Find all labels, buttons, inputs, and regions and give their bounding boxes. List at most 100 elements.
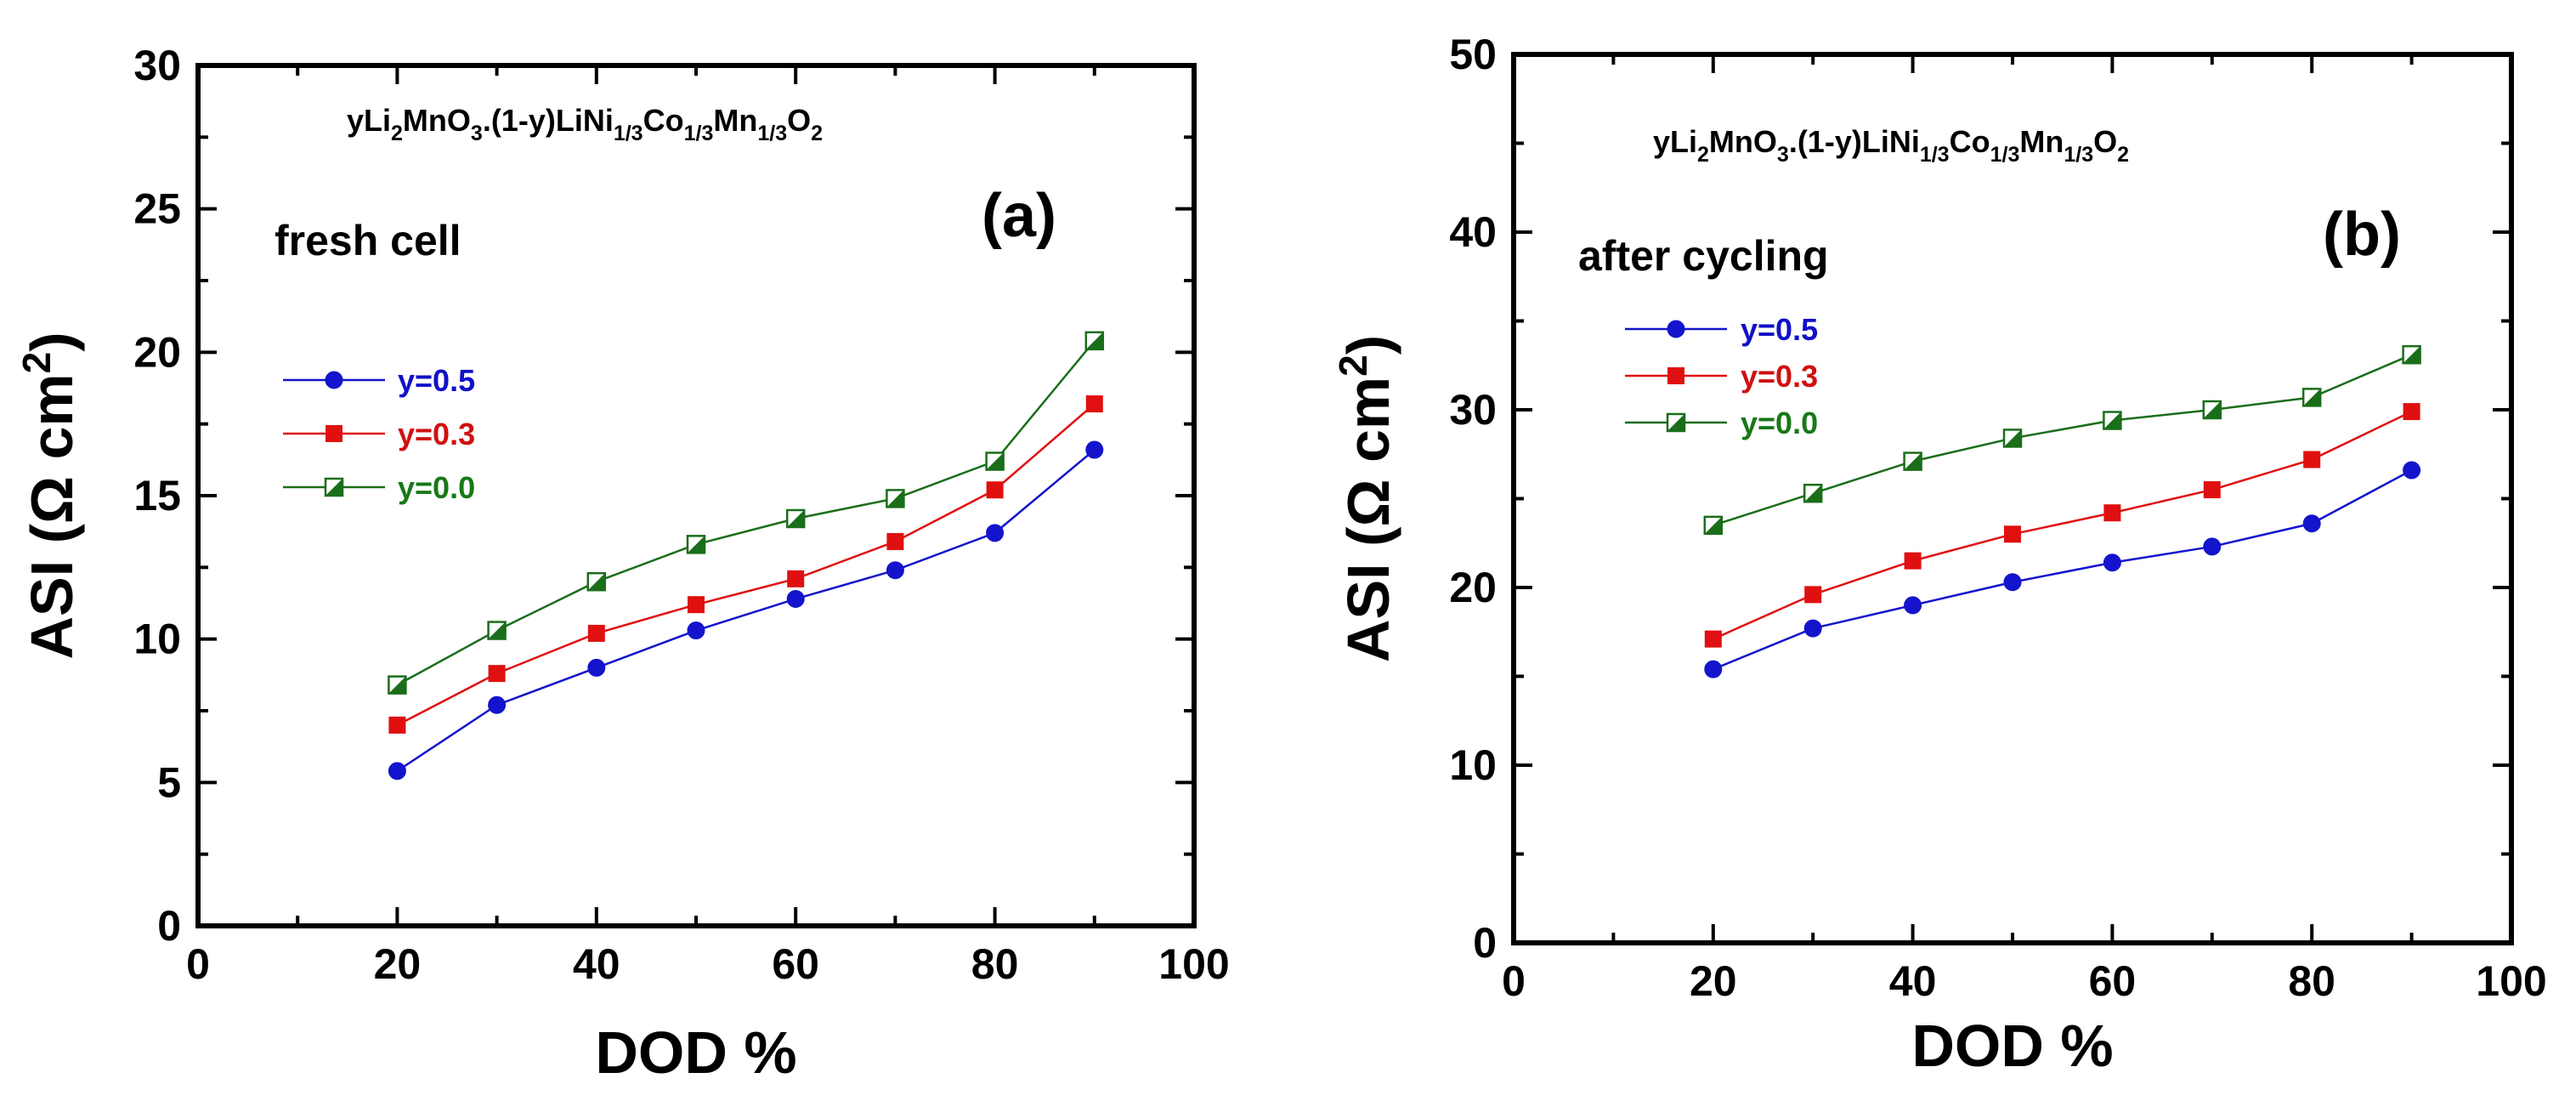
panel-a-series-y00-point-outline	[785, 508, 806, 529]
panel-b-y-tick-label: 40	[1449, 208, 1497, 256]
panel-a-annotation: fresh cell	[275, 217, 461, 264]
panel-a-series-y03-point	[488, 665, 506, 683]
panel-b-series-y05-point	[2003, 573, 2022, 592]
panel-b: 0 20 40 60 80 100 0 10 20 30 40 50 DOD % ASI (Ω cm2) y…	[1331, 31, 2547, 1079]
panel-b-y-tick-label: 30	[1449, 386, 1497, 434]
panel-b-series-y00-point	[2301, 388, 2322, 407]
panel-b-series-y00-point-outline	[1903, 451, 1922, 471]
panel-b-legend-item: y=0.0	[1625, 406, 1818, 440]
panel-b-legend-label: y=0.5	[1741, 312, 1818, 347]
panel-b-x-tick-label: 20	[1690, 957, 1737, 1005]
panel-b-series-y03-point	[1804, 586, 1822, 604]
panel-a-series-y03-point	[587, 624, 605, 642]
panel-b-panel-label: (b)	[2323, 201, 2401, 269]
panel-b-series-y03-point	[2004, 525, 2021, 543]
panel-b-x-tick-label: 0	[1502, 957, 1526, 1005]
panel-b-series-y05-point	[1704, 660, 1723, 678]
panel-b-y-tick-label: 10	[1449, 741, 1497, 789]
panel-a-series-y05-point	[1085, 440, 1104, 459]
panel-a-series-y00-point-fill	[787, 509, 805, 527]
panel-a-x-axis-title: DOD %	[595, 1019, 796, 1086]
panel-a-legend-label: y=0.5	[398, 363, 475, 398]
panel-b-series-y05-point	[2403, 461, 2421, 480]
panel-b-series-y05-point	[2203, 537, 2222, 556]
panel-a-series-y00-point	[886, 489, 905, 508]
panel-a-series-y03-point	[388, 716, 406, 734]
panel-a-legend-item: y=0.0	[283, 470, 475, 505]
panel-a-legend-marker	[325, 371, 343, 389]
panel-a-legend-marker-fill	[326, 479, 343, 496]
panel-b-series-y00-point	[2002, 428, 2023, 448]
panel-a-legend-item: y=0.5	[283, 363, 475, 398]
panel-a-y-tick-label: 10	[133, 616, 181, 663]
panel-a-series-y03-point	[986, 481, 1004, 499]
panel-b-x-tick-label: 60	[2089, 957, 2137, 1005]
panel-b-series-y03-point	[2303, 451, 2321, 468]
panel-b-series-y03-point	[2203, 481, 2221, 499]
panel-b-series-y03-point	[2403, 403, 2420, 421]
panel-b-series-y00-point-fill	[2403, 346, 2420, 364]
panel-a-y-tick-label: 20	[133, 328, 181, 376]
panel-a-y-tick-label: 5	[157, 758, 181, 806]
panel-b-y-tick-label: 50	[1449, 31, 1497, 78]
panel-a: 0 20 40 60 80 100 0 5 10 15 20 25 30 DOD % ASI (Ω cm2)…	[14, 42, 1230, 1086]
panel-a-series-y05-point	[886, 561, 904, 580]
panel-b-series-y03-point	[1904, 552, 1922, 570]
panel-a-series-y00-point-outline	[886, 489, 905, 508]
panel-a-series-y00-point-outline	[487, 621, 507, 640]
panel-b-series-y05-point	[2103, 553, 2121, 572]
panel-b-legend-marker-outline	[1666, 412, 1686, 433]
panel-b-x-tick-label: 80	[2288, 957, 2335, 1005]
panel-a-y-tick-label: 15	[133, 472, 181, 519]
panel-b-series-y00-point-outline	[2402, 344, 2421, 365]
panel-a-series-y05-point	[986, 524, 1005, 542]
panel-b-series-y00-point-outline	[1803, 483, 1823, 503]
panel-b-series-y00-point	[1703, 515, 1724, 536]
panel-b-legend-marker	[1667, 320, 1685, 338]
panel-b-y-tick-label: 0	[1473, 919, 1497, 967]
panel-a-series-y00-point-fill	[688, 536, 705, 553]
panel-b-x-axis-title: DOD %	[1911, 1013, 2113, 1079]
panel-a-series-y00-point-fill	[388, 676, 406, 694]
panel-a-series-y00-point	[1084, 331, 1105, 351]
panel-a-legend-item: y=0.3	[283, 417, 475, 451]
panel-b-y-axis-title: ASI (Ω cm2)	[1331, 335, 1401, 662]
panel-a-series-y03-point	[787, 570, 805, 587]
panel-a-series-y00-point-outline	[388, 675, 407, 695]
panel-a-series-y00-point	[586, 571, 607, 592]
panel-a-series-y05-point	[587, 658, 606, 677]
panel-b-series-y00-point-outline	[2103, 411, 2122, 430]
panel-a-legend-marker	[326, 425, 343, 442]
panel-a-y-tick-label: 0	[157, 902, 181, 950]
panel-a-series-y03-line	[396, 403, 1096, 726]
panel-a-series-y05-point	[488, 695, 507, 714]
panel-a-formula: yLi2MnO3.(1-y)LiNi1/3Co1/3Mn1/3O2	[347, 103, 823, 145]
panel-b-series-y00-point-fill	[2004, 429, 2021, 447]
panel-b-series-y00-point-fill	[2203, 401, 2221, 418]
panel-b-x-tick-label: 100	[2476, 957, 2546, 1005]
panel-b-series-y00-point-outline	[2002, 428, 2023, 448]
panel-a-y-tick-label: 25	[133, 185, 181, 233]
panel-a-series-y00-point	[487, 621, 507, 640]
panel-b-y-tick-label: 20	[1449, 564, 1497, 611]
panel-b-series-y00-point	[1803, 483, 1823, 503]
panel-a-x-tick-label: 40	[573, 940, 620, 988]
panel-a-series-y00	[388, 331, 1105, 695]
panel-a-series-y00-point-outline	[686, 535, 706, 554]
panel-b-series-y03-line	[1713, 410, 2413, 640]
panel-b-series-y00-point-outline	[2202, 400, 2222, 420]
panel-b-series-y00-point-fill	[2103, 411, 2121, 429]
panel-b-series-y00-point-outline	[2301, 388, 2322, 407]
panel-b-series-y00-point	[2402, 344, 2421, 365]
panel-b-series-y05-point	[1904, 596, 1922, 615]
panel-a-series-y00-point-fill	[488, 621, 506, 639]
panel-b-x-tick-label: 40	[1889, 957, 1937, 1005]
panel-a-x-tick-label: 0	[186, 940, 210, 988]
panel-b-legend-marker	[1666, 412, 1686, 433]
panel-b-series-y05-point	[1803, 619, 1822, 638]
panel-b-legend-item: y=0.3	[1625, 359, 1818, 394]
panel-b-series-y03-point	[2103, 504, 2121, 522]
panel-a-y-tick-label: 30	[133, 42, 181, 89]
panel-b-series-y00-point-outline	[1703, 515, 1724, 536]
